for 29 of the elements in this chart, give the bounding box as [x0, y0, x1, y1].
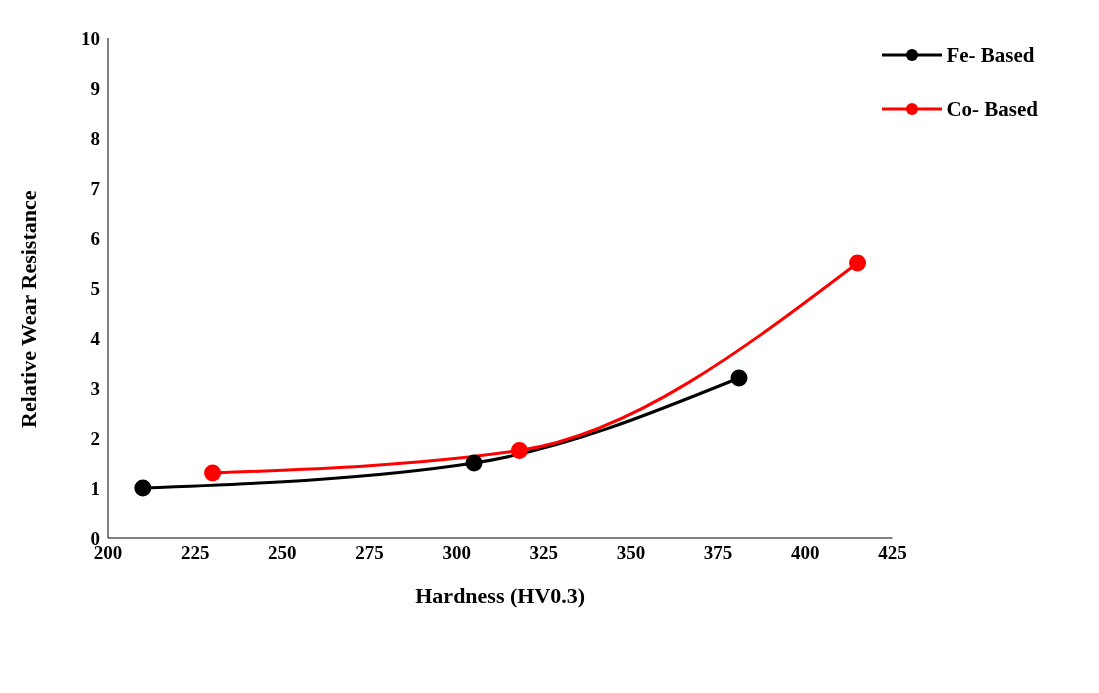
point [849, 254, 867, 272]
x-tick-label: 300 [442, 542, 471, 564]
y-tick-label: 2 [90, 427, 100, 449]
x-tick-label: 250 [268, 542, 297, 564]
point [204, 464, 222, 482]
legend-label: Co- Based [946, 96, 1038, 123]
point [134, 479, 152, 497]
x-tick-label: 225 [180, 542, 210, 564]
y-tick-label: 6 [90, 227, 100, 249]
x-tick-label: 375 [703, 542, 733, 564]
y-axis-title: Relative Wear Resistance [15, 190, 41, 428]
legend-label: Fe- Based [946, 42, 1035, 69]
x-tick-label: 325 [529, 542, 559, 564]
y-tick-label: 10 [81, 27, 100, 49]
x-tick-label: 400 [791, 542, 820, 564]
point [510, 442, 528, 459]
y-tick-label: 5 [90, 277, 100, 299]
point [730, 369, 748, 387]
x-tick-label: 275 [355, 542, 384, 564]
y-tick-label: 9 [90, 77, 100, 99]
y-tick-label: 1 [90, 477, 100, 499]
y-tick-label: 7 [90, 177, 101, 199]
x-axis-title: Hardness (HV0.3) [415, 583, 586, 608]
x-tick-label: 350 [616, 542, 646, 564]
x-tick-label: 425 [878, 542, 907, 564]
point [465, 454, 483, 472]
y-tick-label: 3 [90, 377, 100, 399]
y-tick-label: 4 [90, 327, 101, 349]
y-tick-label: 8 [90, 127, 100, 149]
